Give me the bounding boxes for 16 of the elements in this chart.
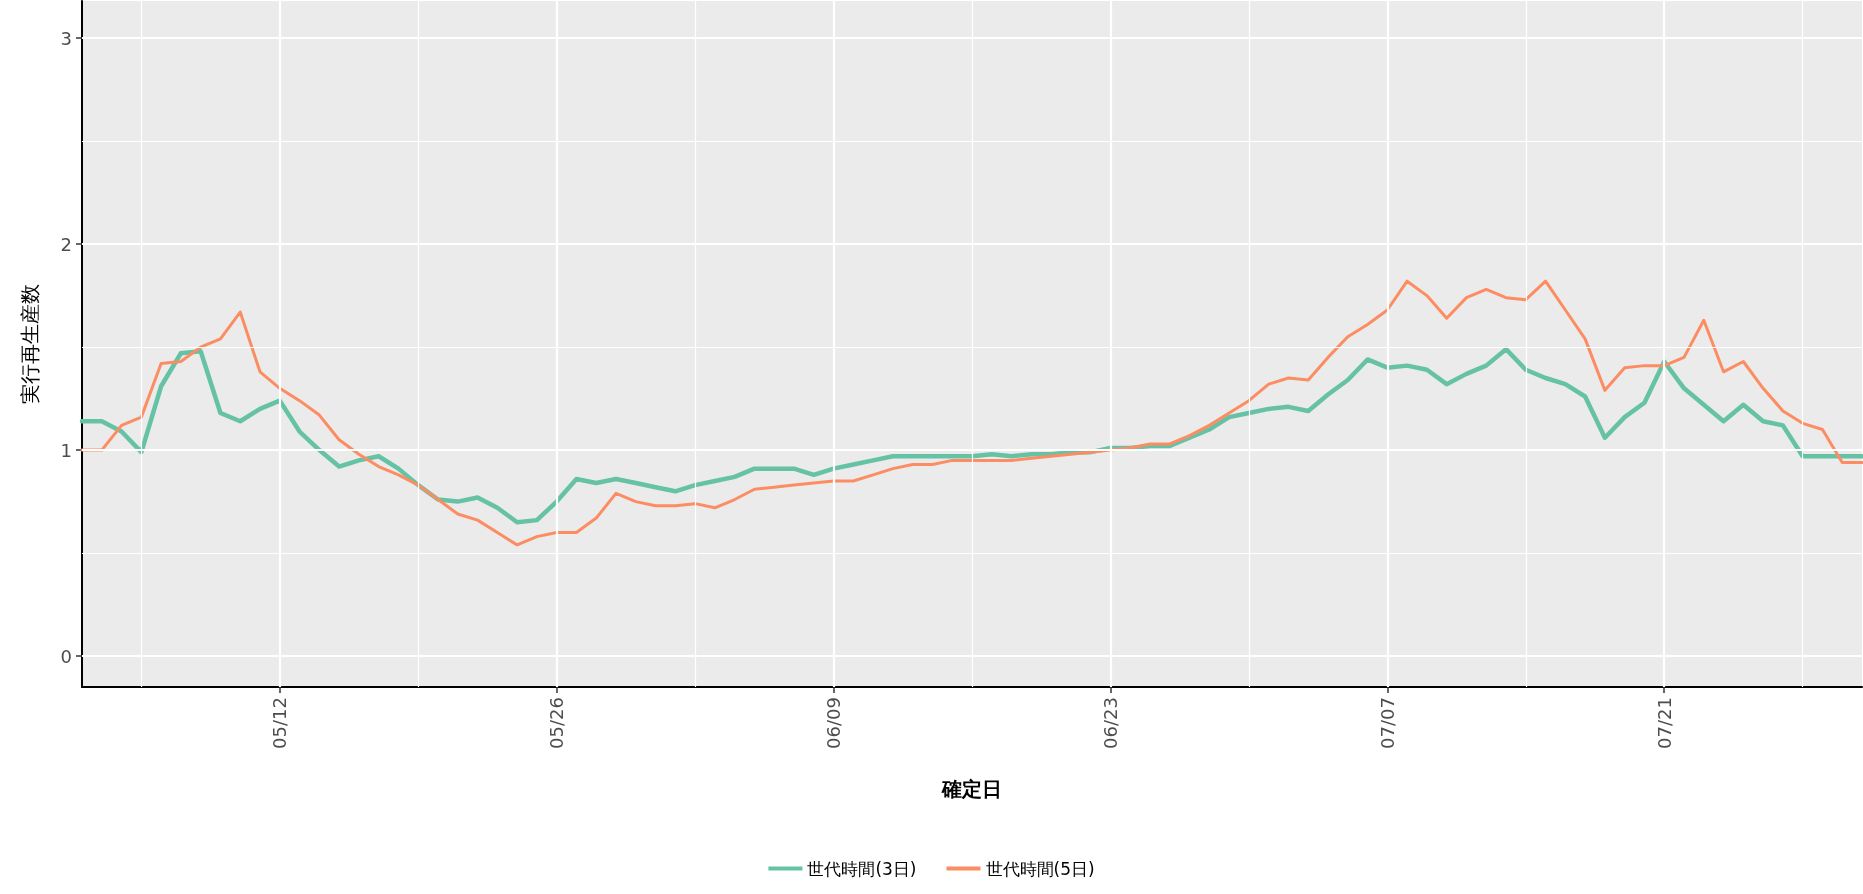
- x-tick-label: 07/07: [1376, 697, 1398, 749]
- legend-label: 世代時間(5日): [985, 858, 1095, 879]
- x-axis-title: 確定日: [941, 777, 1002, 801]
- x-tick-label: 06/09: [823, 697, 845, 749]
- legend-label: 世代時間(3日): [807, 858, 917, 879]
- y-tick-label: 3: [60, 27, 72, 49]
- x-tick-label: 05/26: [546, 697, 568, 749]
- y-axis-title: 実行再生産数: [18, 284, 42, 404]
- y-tick-label: 0: [60, 645, 72, 667]
- x-tick-label: 06/23: [1099, 697, 1121, 749]
- x-tick-label: 05/12: [269, 697, 291, 749]
- y-tick-label: 1: [60, 439, 72, 461]
- line-series: [80, 279, 1863, 547]
- line-series: [79, 346, 1863, 525]
- y-tick-label: 2: [60, 233, 72, 255]
- x-tick-label: 07/21: [1653, 697, 1675, 749]
